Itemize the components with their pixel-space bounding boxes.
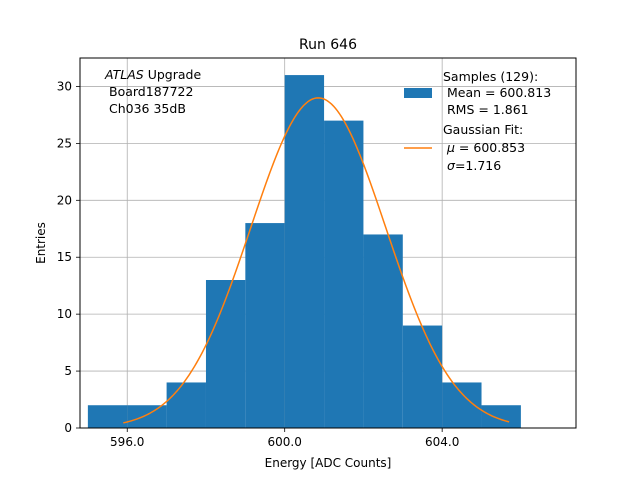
legend-samples-swatch — [404, 88, 432, 98]
histogram-bar — [284, 75, 325, 429]
y-tick-label: 15 — [57, 250, 72, 264]
histogram-bar — [363, 234, 403, 428]
legend-sigma-value: =1.716 — [455, 158, 501, 173]
legend-sigma-symbol: σ — [447, 158, 456, 173]
x-tick-label: 600.0 — [268, 435, 302, 449]
legend-mu-symbol: μ — [446, 140, 455, 155]
annotation-upgrade: Upgrade — [144, 67, 202, 82]
legend-fit-title: Gaussian Fit: — [443, 122, 523, 137]
legend-samples-rms: RMS = 1.861 — [447, 102, 529, 117]
annotation-atlas: ATLAS — [104, 67, 144, 82]
x-tick-label: 596.0 — [110, 435, 144, 449]
x-tick-label: 604.0 — [425, 435, 459, 449]
legend-samples-title: Samples (129): — [443, 69, 538, 84]
axis-ticks: 596.0 600.0 604.0 0 5 10 15 20 25 30 — [57, 79, 460, 449]
y-tick-label: 20 — [57, 193, 72, 207]
annotation-channel: Ch036 35dB — [109, 101, 186, 116]
annotation-board: Board187722 — [109, 84, 193, 99]
y-tick-label: 5 — [64, 364, 72, 378]
legend: Samples (129): Mean = 600.813 RMS = 1.86… — [404, 69, 551, 173]
legend-samples-mean: Mean = 600.813 — [447, 85, 551, 100]
histogram-bar — [87, 405, 128, 428]
y-tick-label: 0 — [64, 421, 72, 435]
y-tick-label: 10 — [57, 307, 72, 321]
gaussian-fit-curve — [123, 97, 510, 424]
histogram-bar — [245, 223, 285, 428]
legend-fit-sigma: σ=1.716 — [447, 158, 501, 173]
histogram-bar — [166, 382, 206, 428]
legend-mu-value: = 600.853 — [455, 140, 525, 155]
y-axis-label: Entries — [34, 222, 48, 264]
histogram-bars — [87, 75, 521, 429]
legend-fit-mu: μ = 600.853 — [446, 140, 525, 155]
histogram-bar — [127, 405, 167, 428]
atlas-annotation: ATLAS Upgrade Board187722 Ch036 35dB — [104, 67, 201, 116]
x-axis-label: Energy [ADC Counts] — [265, 456, 392, 470]
chart-title: Run 646 — [299, 37, 357, 53]
histogram-bar — [205, 280, 246, 428]
annotation-line-1: ATLAS Upgrade — [104, 67, 201, 82]
y-tick-label: 30 — [57, 79, 72, 93]
histogram-bar — [481, 405, 521, 428]
histogram-bar — [402, 325, 443, 428]
histogram-bar — [324, 120, 364, 428]
plot-frame — [79, 57, 577, 429]
y-tick-label: 25 — [57, 136, 72, 150]
